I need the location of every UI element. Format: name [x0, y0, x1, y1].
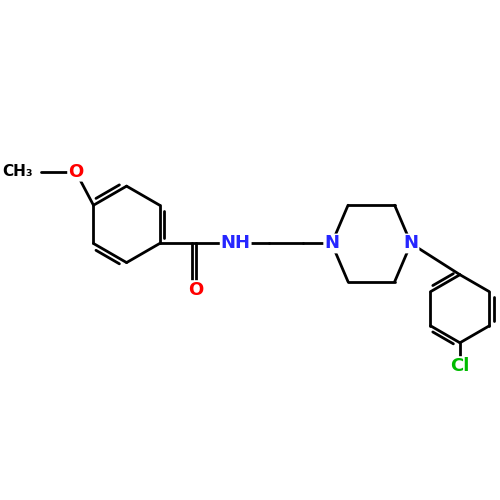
Text: N: N [324, 234, 339, 252]
Text: NH: NH [220, 234, 250, 252]
Text: CH₃: CH₃ [2, 164, 32, 179]
Text: N: N [404, 234, 418, 252]
Text: O: O [68, 162, 84, 180]
Text: Cl: Cl [450, 357, 469, 375]
Text: O: O [188, 281, 204, 299]
